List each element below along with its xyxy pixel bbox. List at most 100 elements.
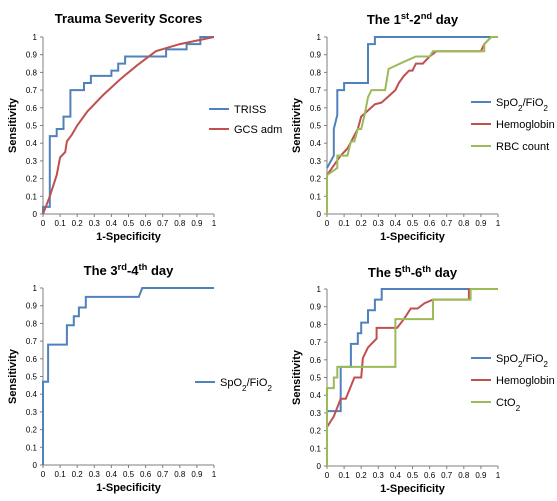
x-tick-label: 0.2 (72, 470, 84, 479)
y-tick-label: 0.5 (310, 122, 322, 131)
x-axis-label: 1-Specificity (96, 482, 162, 494)
series-line-0 (326, 36, 498, 169)
x-tick-label: 0.6 (140, 219, 152, 228)
y-axis-label: Sensitivity (7, 97, 19, 153)
y-tick-label: 0.3 (26, 408, 38, 417)
legend-label: CtO2 (496, 397, 521, 413)
x-tick-label: 0.1 (55, 219, 67, 228)
y-tick-label: 0.3 (310, 157, 322, 166)
y-tick-label: 0.8 (26, 319, 38, 328)
x-tick-label: 0.7 (441, 471, 453, 480)
chart-title: The 1st-2nd day (367, 11, 459, 27)
y-tick-label: 1 (33, 284, 38, 293)
x-tick-label: 0.3 (373, 471, 385, 480)
x-tick-label: 0.4 (390, 219, 402, 228)
x-tick-label: 0.5 (407, 471, 419, 480)
y-tick-label: 0.3 (310, 409, 322, 418)
x-tick-label: 0.9 (191, 470, 203, 479)
legend-label: TRISS (234, 104, 266, 116)
series-line-0 (42, 287, 214, 465)
x-tick-label: 1 (496, 471, 501, 480)
chart-panel-day-3-4: The 3rd-4th day 0 0.1 0.2 0.3 0.4 0.5 0.6 0.7 0.8… (7, 262, 272, 494)
y-tick-label: 0.9 (310, 51, 322, 60)
x-tick-label: 0.4 (106, 470, 118, 479)
y-tick-label: 0.1 (310, 192, 322, 201)
x-tick-label: 0.6 (424, 219, 436, 228)
legend-label: SpO2/FiO2 (496, 353, 548, 369)
y-tick-label: 0.7 (26, 337, 38, 346)
legend-label: Hemoglobin (496, 375, 555, 387)
x-tick-label: 0.9 (475, 471, 487, 480)
x-tick-label: 1 (212, 219, 217, 228)
x-tick-label: 0.8 (174, 219, 186, 228)
x-tick-label: 0.8 (458, 471, 470, 480)
legend-label: RBC count (496, 141, 549, 153)
y-tick-label: 0.4 (26, 390, 38, 399)
y-tick-label: 0 (33, 210, 38, 219)
series-line-1 (42, 36, 215, 215)
x-tick-label: 0.2 (356, 471, 368, 480)
x-tick-label: 0.3 (373, 219, 385, 228)
y-tick-label: 0.6 (310, 356, 322, 365)
x-tick-label: 0.8 (458, 219, 470, 228)
x-tick-label: 0.8 (174, 470, 186, 479)
chart-panel-day-5-6: The 5th-6th day 0 0.1 0.2 0.3 0.4 0.5 0.6 0.7 0.8… (291, 264, 555, 495)
x-tick-label: 0 (41, 470, 46, 479)
x-tick-label: 0.5 (123, 470, 135, 479)
y-tick-label: 0.8 (310, 320, 322, 329)
legend-label: SpO2/FiO2 (496, 97, 548, 113)
chart-panel-day-1-2: The 1st-2nd day 0 0.1 0.2 0.3 0.4 0.5 0.6 0.7 0.8… (291, 11, 555, 243)
series-line-2 (326, 36, 498, 214)
y-tick-label: 1 (33, 33, 38, 42)
x-tick-label: 0.5 (123, 219, 135, 228)
y-axis-label: Sensitivity (7, 348, 19, 404)
y-tick-label: 0.2 (310, 175, 322, 184)
y-tick-label: 0.4 (26, 139, 38, 148)
x-axis-label: 1-Specificity (380, 231, 446, 243)
x-tick-label: 0.2 (356, 219, 368, 228)
y-tick-label: 0.7 (310, 338, 322, 347)
x-tick-label: 0.7 (157, 470, 169, 479)
y-tick-label: 0 (317, 462, 322, 471)
legend-label: GCS adm (234, 124, 282, 136)
x-tick-label: 0.4 (106, 219, 118, 228)
series-line-0 (326, 288, 498, 428)
x-tick-label: 1 (212, 470, 217, 479)
y-tick-label: 0.6 (26, 104, 38, 113)
y-tick-label: 0.9 (310, 303, 322, 312)
series-line-0 (42, 36, 214, 214)
y-tick-label: 0.2 (26, 175, 38, 184)
y-tick-label: 0 (33, 461, 38, 470)
series-line-2 (326, 288, 498, 466)
legend-label: SpO2/FiO2 (220, 377, 272, 393)
chart-title: The 3rd-4th day (84, 262, 174, 278)
y-tick-label: 0.2 (26, 426, 38, 435)
x-tick-label: 0.1 (339, 219, 351, 228)
y-tick-label: 0.4 (310, 391, 322, 400)
chart-panel-trauma-severity: Trauma Severity Scores 0 0.1 0.2 0.3 0.4 0.5 0.… (7, 11, 282, 243)
y-tick-label: 0 (317, 210, 322, 219)
x-tick-label: 0.3 (89, 470, 101, 479)
y-tick-label: 0.9 (26, 51, 38, 60)
y-axis-label: Sensitivity (291, 349, 303, 405)
y-tick-label: 0.2 (310, 427, 322, 436)
y-tick-label: 0.8 (310, 68, 322, 77)
x-axis-label: 1-Specificity (380, 483, 446, 495)
chart-title: The 5th-6th day (368, 264, 458, 280)
x-tick-label: 0.3 (89, 219, 101, 228)
y-tick-label: 0.7 (26, 86, 38, 95)
y-tick-label: 0.5 (26, 373, 38, 382)
y-tick-label: 0.3 (26, 157, 38, 166)
y-tick-label: 0.5 (310, 374, 322, 383)
x-tick-label: 0.9 (475, 219, 487, 228)
x-axis-label: 1-Specificity (96, 231, 162, 243)
x-tick-label: 0.1 (339, 471, 351, 480)
y-tick-label: 0.1 (26, 192, 38, 201)
x-tick-label: 0 (325, 219, 330, 228)
x-tick-label: 0.4 (390, 471, 402, 480)
x-tick-label: 1 (496, 219, 501, 228)
y-tick-label: 0.5 (26, 122, 38, 131)
x-tick-label: 0.7 (157, 219, 169, 228)
y-tick-label: 0.9 (26, 302, 38, 311)
